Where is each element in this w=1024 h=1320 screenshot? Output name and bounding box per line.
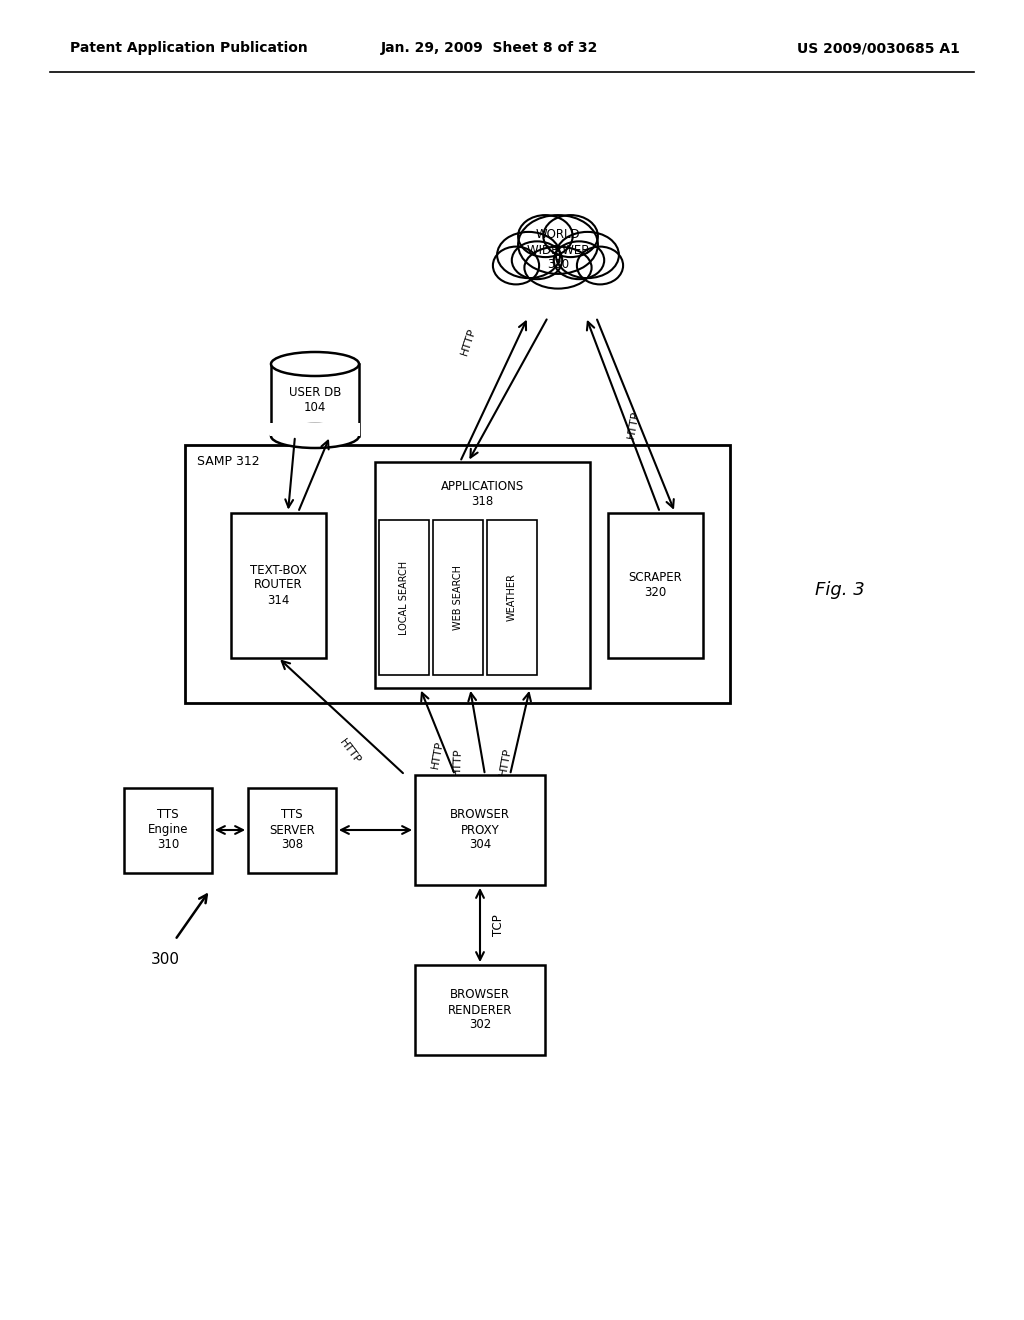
- Text: LOCAL SEARCH: LOCAL SEARCH: [399, 561, 409, 635]
- Bar: [248, 788, 336, 873]
- Text: HTTP: HTTP: [430, 741, 444, 770]
- Bar: [271, 364, 359, 436]
- Text: WEATHER: WEATHER: [507, 574, 517, 622]
- Text: HTTP: HTTP: [498, 747, 513, 777]
- Bar: [607, 512, 702, 657]
- Text: HTTP: HTTP: [452, 747, 463, 776]
- Ellipse shape: [512, 242, 562, 279]
- Ellipse shape: [493, 247, 539, 284]
- Text: TTS
Engine
310: TTS Engine 310: [147, 808, 188, 851]
- Text: HTTP: HTTP: [338, 738, 362, 767]
- Ellipse shape: [518, 215, 572, 257]
- Bar: [415, 965, 545, 1055]
- Text: USER DB
104: USER DB 104: [289, 385, 341, 414]
- Text: Fig. 3: Fig. 3: [815, 581, 865, 599]
- Text: TTS
SERVER
308: TTS SERVER 308: [269, 808, 314, 851]
- Ellipse shape: [524, 247, 592, 289]
- Text: BROWSER
PROXY
304: BROWSER PROXY 304: [450, 808, 510, 851]
- Text: APPLICATIONS
318: APPLICATIONS 318: [441, 480, 524, 508]
- Ellipse shape: [556, 232, 618, 279]
- Bar: [270, 422, 360, 436]
- Text: US 2009/0030685 A1: US 2009/0030685 A1: [797, 41, 961, 55]
- Ellipse shape: [577, 247, 623, 284]
- Ellipse shape: [518, 215, 598, 275]
- Text: TCP: TCP: [492, 915, 505, 936]
- Ellipse shape: [554, 242, 604, 279]
- Text: WEB SEARCH: WEB SEARCH: [453, 565, 463, 630]
- Bar: [487, 520, 537, 675]
- Bar: [379, 520, 429, 675]
- Ellipse shape: [271, 424, 359, 447]
- Bar: [185, 445, 730, 704]
- Bar: [375, 462, 590, 688]
- Text: Patent Application Publication: Patent Application Publication: [70, 41, 308, 55]
- Text: BROWSER
RENDERER
302: BROWSER RENDERER 302: [447, 989, 512, 1031]
- Text: SCRAPER
320: SCRAPER 320: [628, 572, 682, 599]
- Text: HTTP: HTTP: [460, 327, 478, 356]
- Text: HTTP: HTTP: [626, 411, 641, 440]
- Bar: [124, 788, 212, 873]
- Text: 300: 300: [151, 952, 179, 968]
- Text: WORLD
WIDE WEB
330: WORLD WIDE WEB 330: [526, 228, 589, 272]
- Text: Jan. 29, 2009  Sheet 8 of 32: Jan. 29, 2009 Sheet 8 of 32: [381, 41, 599, 55]
- Text: SAMP 312: SAMP 312: [197, 455, 260, 469]
- Ellipse shape: [544, 215, 598, 257]
- Bar: [433, 520, 483, 675]
- Ellipse shape: [271, 352, 359, 376]
- Ellipse shape: [497, 232, 560, 279]
- Bar: [230, 512, 326, 657]
- Bar: [415, 775, 545, 884]
- Text: TEXT-BOX
ROUTER
314: TEXT-BOX ROUTER 314: [250, 564, 306, 606]
